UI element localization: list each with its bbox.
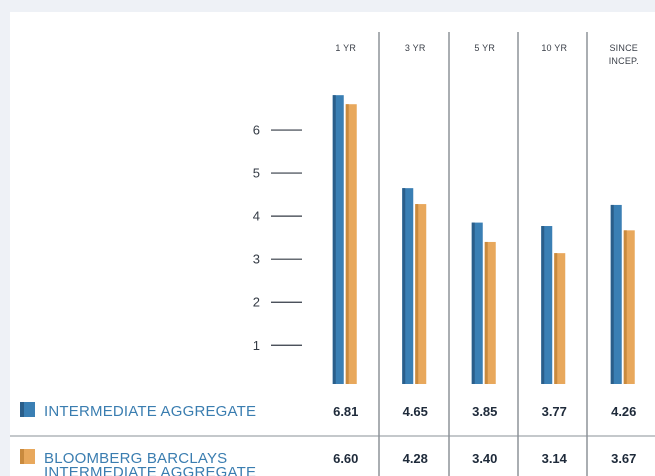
bar-face [623, 230, 635, 384]
value-label-1-3: 3.14 [542, 451, 568, 466]
bar-face [541, 226, 553, 384]
bar-face [332, 95, 344, 385]
y-tick-label: 5 [253, 166, 260, 181]
y-tick-label: 1 [253, 338, 260, 353]
bar-face [415, 204, 427, 384]
value-label-1-4: 3.67 [611, 451, 636, 466]
bar-benchmark-3 [554, 253, 566, 384]
y-tick-label: 4 [253, 209, 260, 224]
column-header-0: 1 YR [335, 43, 356, 53]
bar-shade [471, 222, 475, 384]
column-header-3: 10 YR [541, 43, 567, 53]
legend-label-0: INTERMEDIATE AGGREGATE [44, 403, 256, 420]
value-label-0-0: 6.81 [333, 404, 358, 419]
bar-shade [345, 104, 349, 384]
bar-shade [554, 253, 558, 384]
bar-benchmark-2 [484, 241, 496, 384]
y-tick-label: 6 [253, 123, 260, 138]
value-label-1-0: 6.60 [333, 451, 358, 466]
bar-face [471, 222, 483, 384]
bar-fund-1 [402, 188, 414, 384]
bar-shade [484, 241, 488, 384]
value-label-0-2: 3.85 [472, 404, 497, 419]
bar-fund-2 [471, 222, 483, 384]
legend-swatch-shade-1 [20, 449, 24, 464]
bar-face [484, 241, 496, 384]
bar-shade [610, 204, 614, 384]
y-tick-label: 2 [253, 295, 260, 310]
bar-benchmark-4 [623, 230, 635, 384]
legend-swatch-shade-0 [20, 402, 24, 417]
bar-shade [415, 204, 419, 384]
y-tick-label: 3 [253, 252, 260, 267]
value-label-0-3: 3.77 [542, 404, 567, 419]
value-label-1-1: 4.28 [403, 451, 428, 466]
column-header-1: 3 YR [405, 43, 426, 53]
column-header-2: 5 YR [474, 43, 495, 53]
chart-panel: 1 2 3 4 5 6 1 YR 3 YR 5 YR 10 YR SINCE INCEP. INTERM… [10, 12, 655, 476]
bar-shade [332, 95, 336, 385]
value-label-0-1: 4.65 [403, 404, 428, 419]
legend-label-1: BLOOMBERG BARCLAYS [44, 450, 227, 467]
value-label-0-4: 4.26 [611, 404, 636, 419]
bar-face [402, 188, 414, 384]
bar-face [345, 104, 357, 384]
bar-face [554, 253, 566, 384]
column-header-4: SINCE [609, 43, 638, 53]
value-label-1-2: 3.40 [472, 451, 497, 466]
bar-fund-0 [332, 95, 344, 385]
returns-chart: 1 2 3 4 5 6 1 YR 3 YR 5 YR 10 YR SINCE INCEP. INTERM… [10, 32, 655, 476]
bar-fund-3 [541, 226, 553, 384]
bar-benchmark-1 [415, 204, 427, 384]
bar-shade [623, 230, 627, 384]
column-header-4: INCEP. [609, 56, 639, 66]
legend-label-1: INTERMEDIATE AGGREGATE [44, 464, 256, 476]
bar-shade [402, 188, 406, 384]
bar-face [610, 204, 622, 384]
bar-fund-4 [610, 204, 622, 384]
bar-shade [541, 226, 545, 384]
bar-benchmark-0 [345, 104, 357, 384]
